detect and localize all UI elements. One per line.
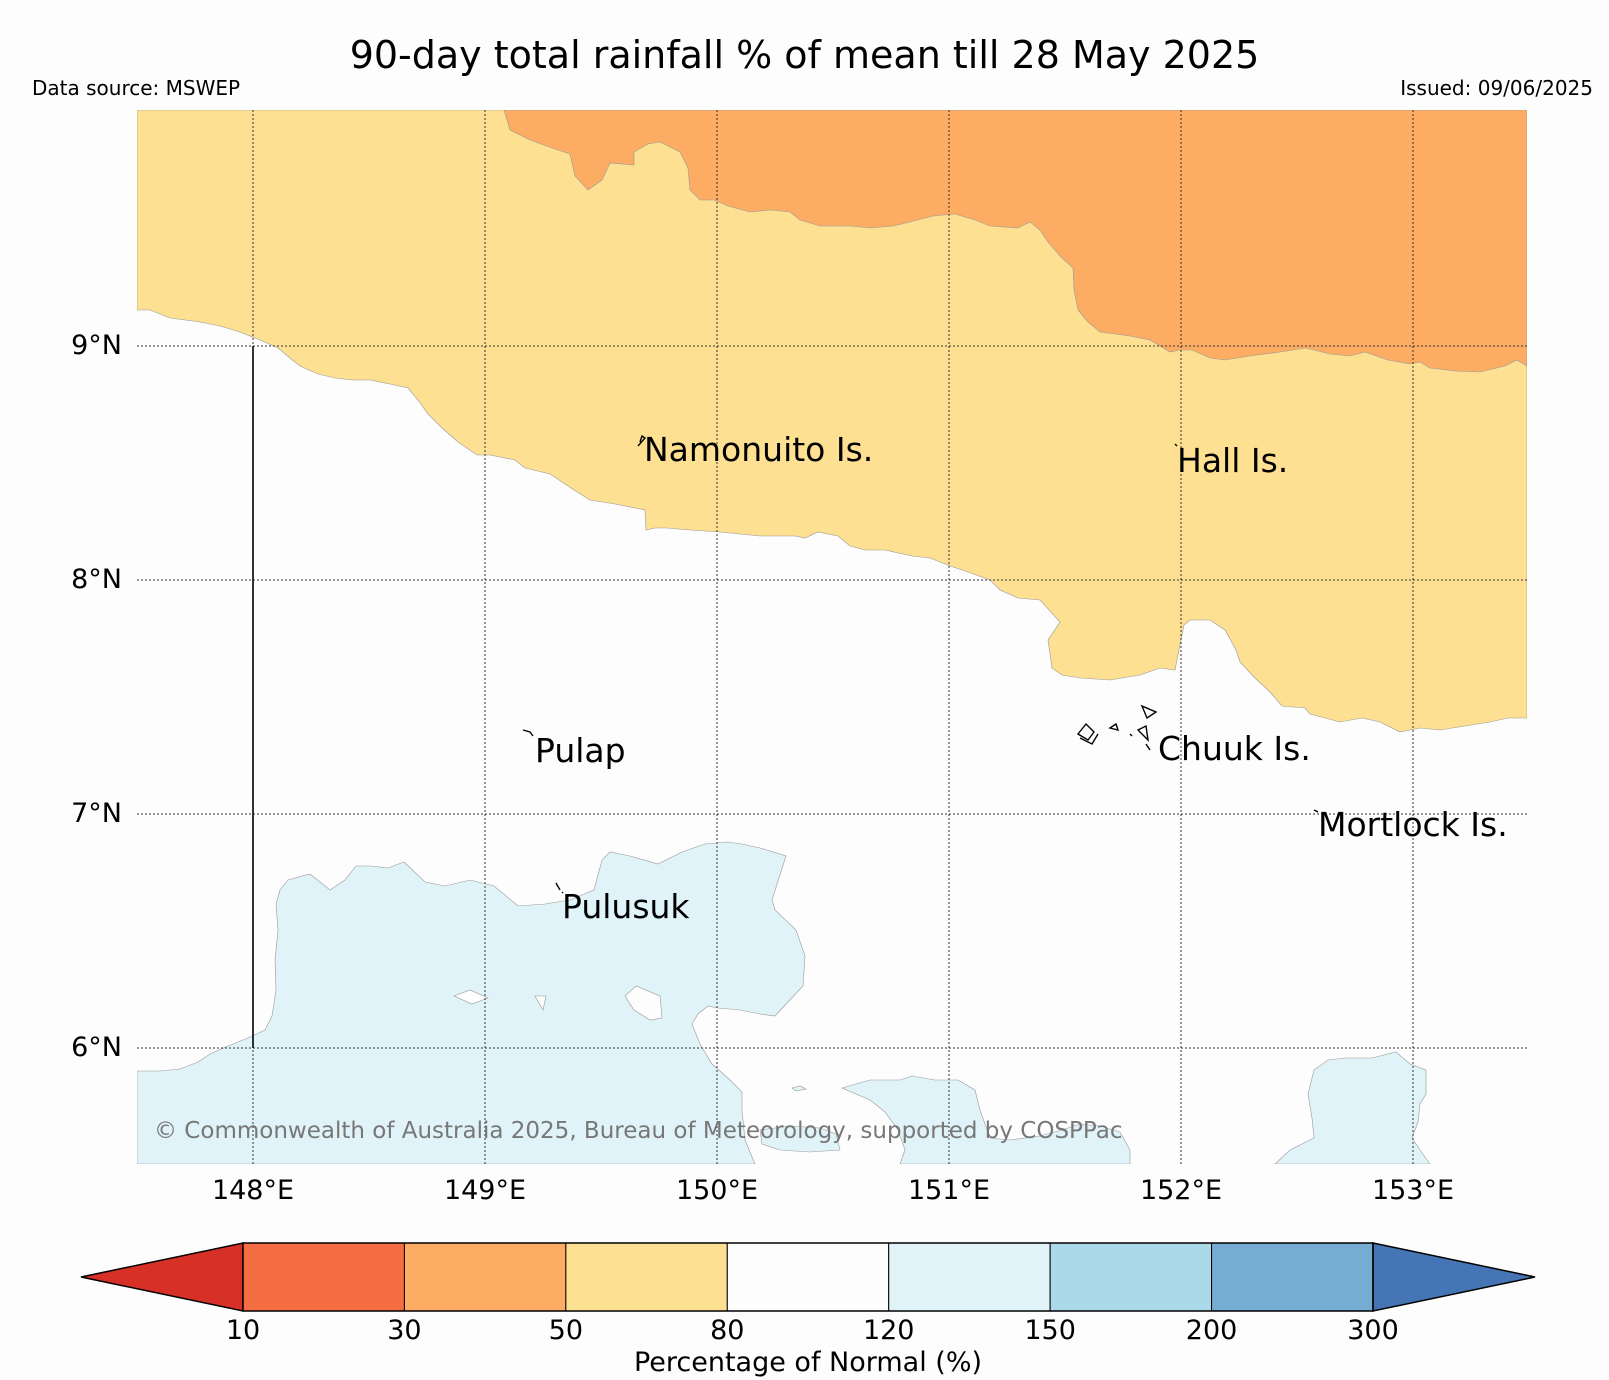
island-namonuito bbox=[637, 434, 647, 447]
place-label-pulap: Pulap bbox=[535, 731, 626, 770]
island-chuuk-5 bbox=[1145, 743, 1151, 751]
lon-tick-151e: 151°E bbox=[908, 1175, 990, 1206]
issued-date-label: Issued: 09/06/2025 bbox=[1400, 76, 1593, 100]
island-outlines bbox=[522, 434, 1319, 894]
island-chuuk-7 bbox=[1129, 733, 1133, 737]
region-hole-3 bbox=[624, 985, 663, 1021]
place-label-hall: Hall Is. bbox=[1177, 441, 1288, 480]
colorbar-tick-label: 120 bbox=[863, 1315, 915, 1346]
place-labels: Namonuito Is. Hall Is. Pulap Chuuk Is. M… bbox=[535, 430, 1508, 926]
colorbar-tick-label: 30 bbox=[387, 1315, 421, 1346]
place-label-namonuito: Namonuito Is. bbox=[644, 430, 873, 469]
island-chuuk-6 bbox=[1079, 733, 1099, 745]
island-hall bbox=[1174, 443, 1178, 447]
region-120-150-east bbox=[1274, 1051, 1431, 1164]
region-120-150-mid bbox=[759, 1125, 841, 1153]
island-pulusuk bbox=[555, 882, 564, 894]
colorbar-tick-label: 50 bbox=[549, 1315, 583, 1346]
data-source-label: Data source: MSWEP bbox=[32, 76, 241, 100]
colorbar-segment bbox=[242, 1242, 405, 1312]
lat-tick-6n: 6°N bbox=[71, 1032, 122, 1063]
lon-tick-152e: 152°E bbox=[1140, 1175, 1222, 1206]
region-hole-2 bbox=[534, 995, 547, 1011]
lon-tick-153e: 153°E bbox=[1372, 1175, 1454, 1206]
lat-tick-labels: 9°N 8°N 7°N 6°N bbox=[71, 330, 122, 1063]
colorbar-tick-label: 150 bbox=[1024, 1315, 1076, 1346]
region-120-150-dot bbox=[791, 1085, 807, 1092]
colorbar-segment bbox=[1049, 1242, 1213, 1312]
lon-tick-148e: 148°E bbox=[212, 1175, 294, 1206]
region-hole-1 bbox=[453, 989, 489, 1005]
island-chuuk-4 bbox=[1136, 724, 1149, 742]
lat-tick-9n: 9°N bbox=[71, 330, 122, 361]
colorbar-segment bbox=[403, 1242, 567, 1312]
colorbar-segment bbox=[565, 1242, 728, 1312]
colorbar-segment bbox=[888, 1242, 1051, 1312]
map-title: 90-day total rainfall % of mean till 28 … bbox=[349, 33, 1260, 77]
colorbar-tick-label: 300 bbox=[1347, 1315, 1399, 1346]
place-label-mortlock: Mortlock Is. bbox=[1318, 805, 1508, 844]
colorbar-segment bbox=[1211, 1242, 1374, 1312]
place-label-pulusuk: Pulusuk bbox=[562, 887, 690, 926]
lon-tick-labels: 148°E 149°E 150°E 151°E 152°E 153°E bbox=[212, 1175, 1454, 1206]
colorbar-over-triangle bbox=[1372, 1242, 1536, 1312]
copyright-notice: © Commonwealth of Australia 2025, Bureau… bbox=[154, 1118, 1123, 1144]
region-30-50 bbox=[503, 110, 1527, 373]
map-plot-area: Namonuito Is. Hall Is. Pulap Chuuk Is. M… bbox=[137, 110, 1527, 1164]
colorbar-outline bbox=[242, 1242, 1374, 1312]
colorbar-tick-label: 200 bbox=[1186, 1315, 1238, 1346]
lat-tick-8n: 8°N bbox=[71, 564, 122, 595]
island-mortlock bbox=[1313, 809, 1319, 813]
island-chuuk-3 bbox=[1108, 722, 1120, 731]
colorbar-label: Percentage of Normal (%) bbox=[634, 1347, 982, 1378]
colorbar-segments bbox=[242, 1242, 1374, 1312]
colorbar-tick-label: 80 bbox=[710, 1315, 744, 1346]
colorbar-tick-label: 10 bbox=[226, 1315, 260, 1346]
colorbar-segment bbox=[726, 1242, 890, 1312]
island-chuuk-1 bbox=[1140, 704, 1158, 720]
colorbar: 10 30 50 80 120 150 200 300 Percentage of Norma… bbox=[80, 1242, 1536, 1378]
colorbar-tick-labels: 10 30 50 80 120 150 200 300 bbox=[226, 1315, 1399, 1346]
colorbar-under-triangle bbox=[80, 1242, 244, 1312]
region-120-150-centre bbox=[841, 1075, 1131, 1164]
lon-tick-149e: 149°E bbox=[444, 1175, 526, 1206]
lon-tick-150e: 150°E bbox=[676, 1175, 758, 1206]
lat-tick-7n: 7°N bbox=[71, 798, 122, 829]
island-chuuk-2 bbox=[1076, 722, 1095, 741]
island-pulap bbox=[522, 729, 534, 737]
place-label-chuuk: Chuuk Is. bbox=[1158, 729, 1311, 768]
